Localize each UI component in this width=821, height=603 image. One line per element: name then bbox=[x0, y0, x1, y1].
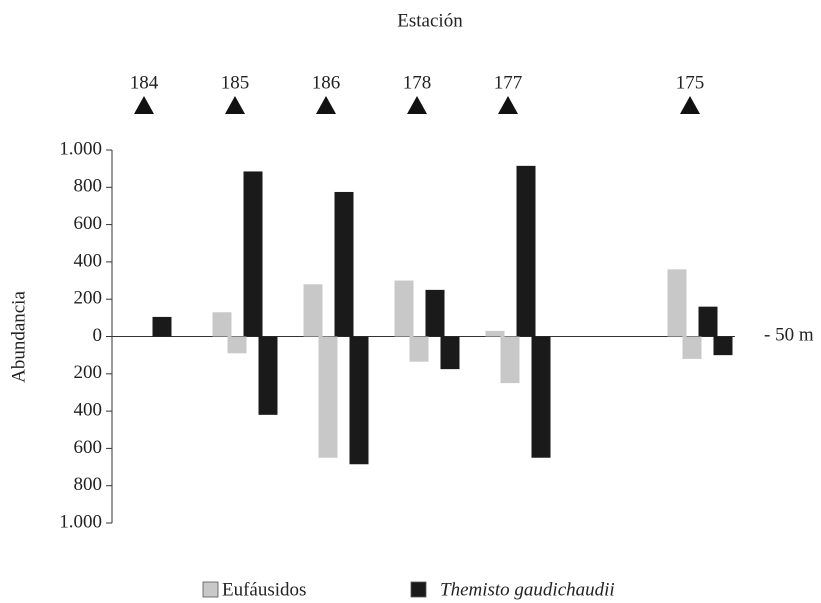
y-tick-label: 400 bbox=[74, 250, 103, 271]
bar bbox=[485, 330, 505, 337]
bar bbox=[698, 306, 718, 337]
bar bbox=[258, 336, 278, 415]
station-marker bbox=[225, 96, 245, 114]
y-tick-label: 1.000 bbox=[59, 511, 102, 532]
bar bbox=[152, 316, 172, 337]
y-tick-label: 800 bbox=[74, 176, 103, 197]
station-label: 177 bbox=[494, 72, 523, 93]
station-label: 184 bbox=[130, 72, 159, 93]
y-tick-label: 1.000 bbox=[59, 138, 102, 159]
station-marker bbox=[680, 96, 700, 114]
y-tick-label: 400 bbox=[74, 399, 103, 420]
chart-title: Estación bbox=[397, 10, 463, 31]
legend-swatch bbox=[202, 581, 219, 598]
bar bbox=[349, 336, 369, 465]
bar bbox=[682, 336, 702, 359]
legend-label: Themisto gaudichaudii bbox=[440, 579, 615, 600]
bar bbox=[394, 280, 414, 337]
station-label: 178 bbox=[403, 72, 432, 93]
y-tick-label: 200 bbox=[74, 362, 103, 383]
y-axis-label: Abundancia bbox=[8, 291, 29, 383]
bar bbox=[227, 336, 247, 354]
legend-swatch bbox=[410, 581, 427, 598]
y-tick-label: 0 bbox=[93, 325, 103, 346]
y-tick-label: 600 bbox=[74, 213, 103, 234]
bar bbox=[318, 336, 338, 458]
bar bbox=[500, 336, 520, 384]
station-marker bbox=[134, 96, 154, 114]
bar bbox=[667, 269, 687, 337]
station-label: 185 bbox=[221, 72, 250, 93]
bar bbox=[334, 191, 354, 337]
bar bbox=[440, 336, 460, 370]
y-tick-label: 200 bbox=[74, 288, 103, 309]
bar bbox=[409, 336, 429, 362]
bar bbox=[303, 284, 323, 337]
bar bbox=[713, 336, 733, 356]
depth-annotation: - 50 m bbox=[764, 324, 814, 345]
station-marker bbox=[407, 96, 427, 114]
legend-label: Eufáusidos bbox=[222, 579, 306, 600]
bar bbox=[531, 336, 551, 458]
bar bbox=[212, 312, 232, 337]
station-label: 186 bbox=[312, 72, 341, 93]
bar bbox=[425, 289, 445, 337]
station-marker bbox=[316, 96, 336, 114]
bar bbox=[516, 165, 536, 337]
station-marker bbox=[498, 96, 518, 114]
bar bbox=[243, 171, 263, 337]
y-tick-label: 800 bbox=[74, 474, 103, 495]
station-label: 175 bbox=[676, 72, 705, 93]
y-tick-label: 600 bbox=[74, 437, 103, 458]
